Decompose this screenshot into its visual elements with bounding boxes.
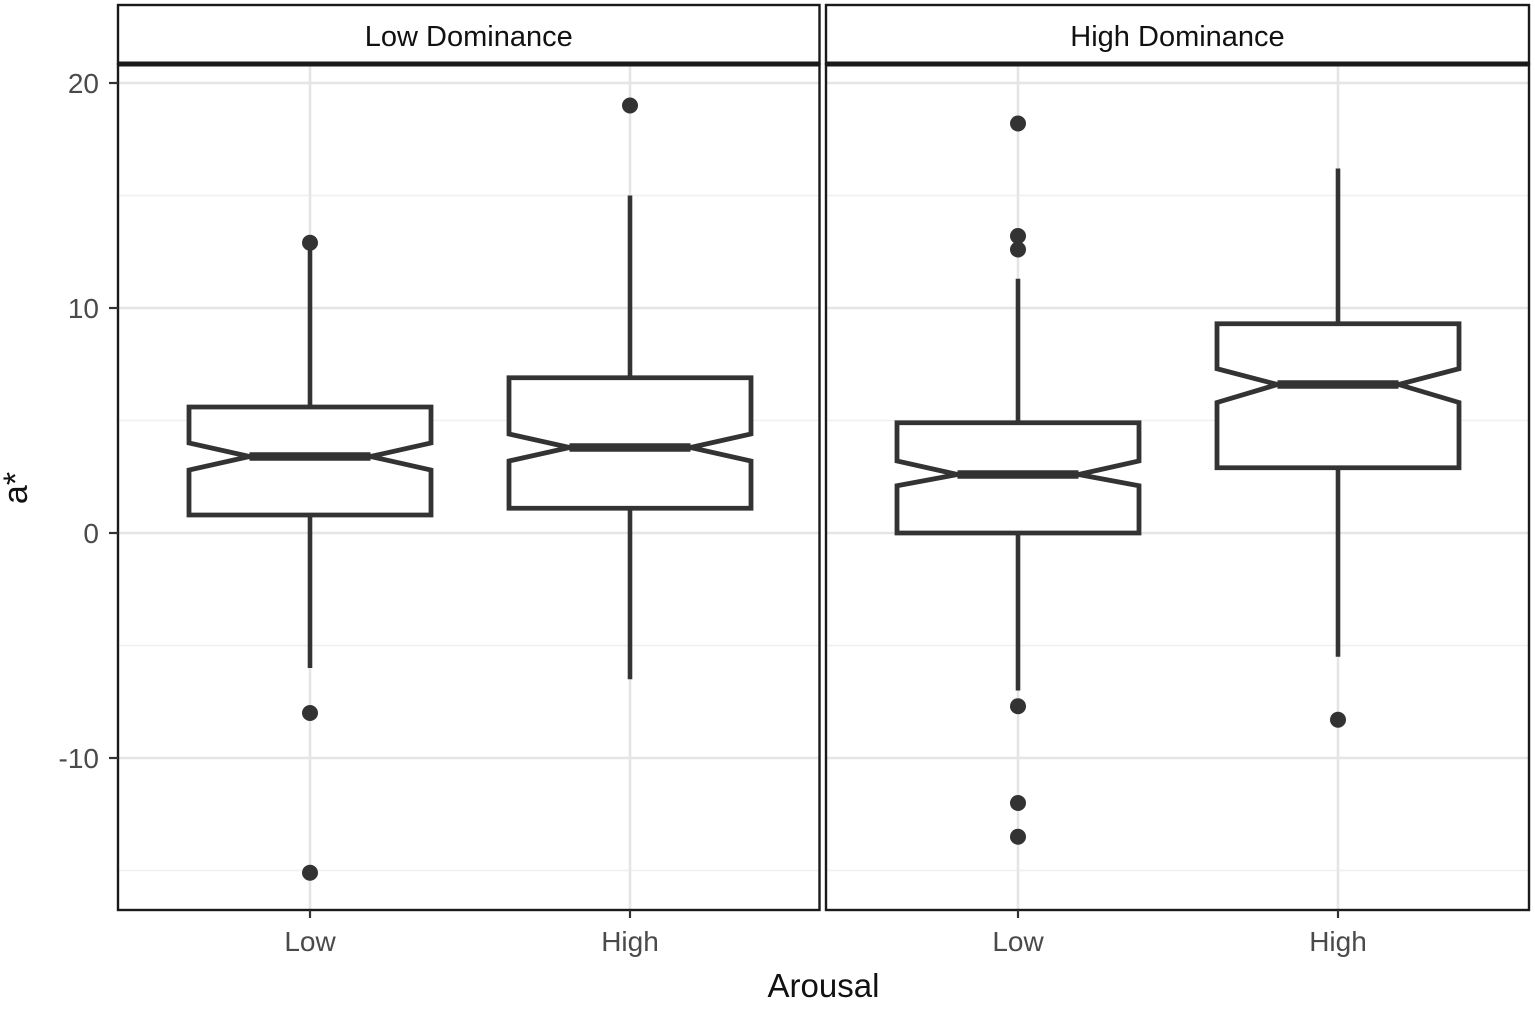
facet-panel-high-dominance: High Dominance Low High [824,3,1531,957]
x-tick-label: High [1309,926,1367,957]
gridlines-major [118,81,820,760]
boxplot-low-dominance-high [506,97,754,680]
outlier-point [1330,711,1346,728]
y-axis-title: a* [0,472,35,504]
x-tick-label: Low [992,926,1044,957]
x-axis-title: Arousal [768,967,880,1004]
outlier-point [1010,241,1026,258]
facet-strip-label: Low Dominance [365,21,573,53]
x-tick-label: Low [284,926,336,957]
facet-strip-label: High Dominance [1070,21,1284,53]
y-tick-label: 10 [68,293,99,324]
outlier-point [1010,828,1026,845]
boxplot-high-dominance-high [1214,168,1462,728]
outlier-point [302,864,318,881]
boxplot-high-dominance-low [894,115,1142,845]
notched-box-body [186,404,434,518]
outlier-point [1010,795,1026,811]
facet-strip [116,3,821,66]
outlier-point [1010,698,1026,715]
boxplot-low-dominance-low [186,234,434,881]
y-tick-label: -10 [59,743,99,774]
y-tick-label: 0 [83,518,99,549]
outlier-point [622,97,638,114]
y-tick-label: 20 [68,68,99,99]
facet-panel-low-dominance: Low Dominance Low High [116,3,821,957]
outlier-point [1010,228,1026,244]
notched-box-body [506,375,754,511]
outlier-point [302,705,318,721]
outlier-point [302,234,318,251]
notched-box-body [1214,321,1462,471]
x-tick-label: High [601,926,659,957]
outlier-point [1010,115,1026,132]
